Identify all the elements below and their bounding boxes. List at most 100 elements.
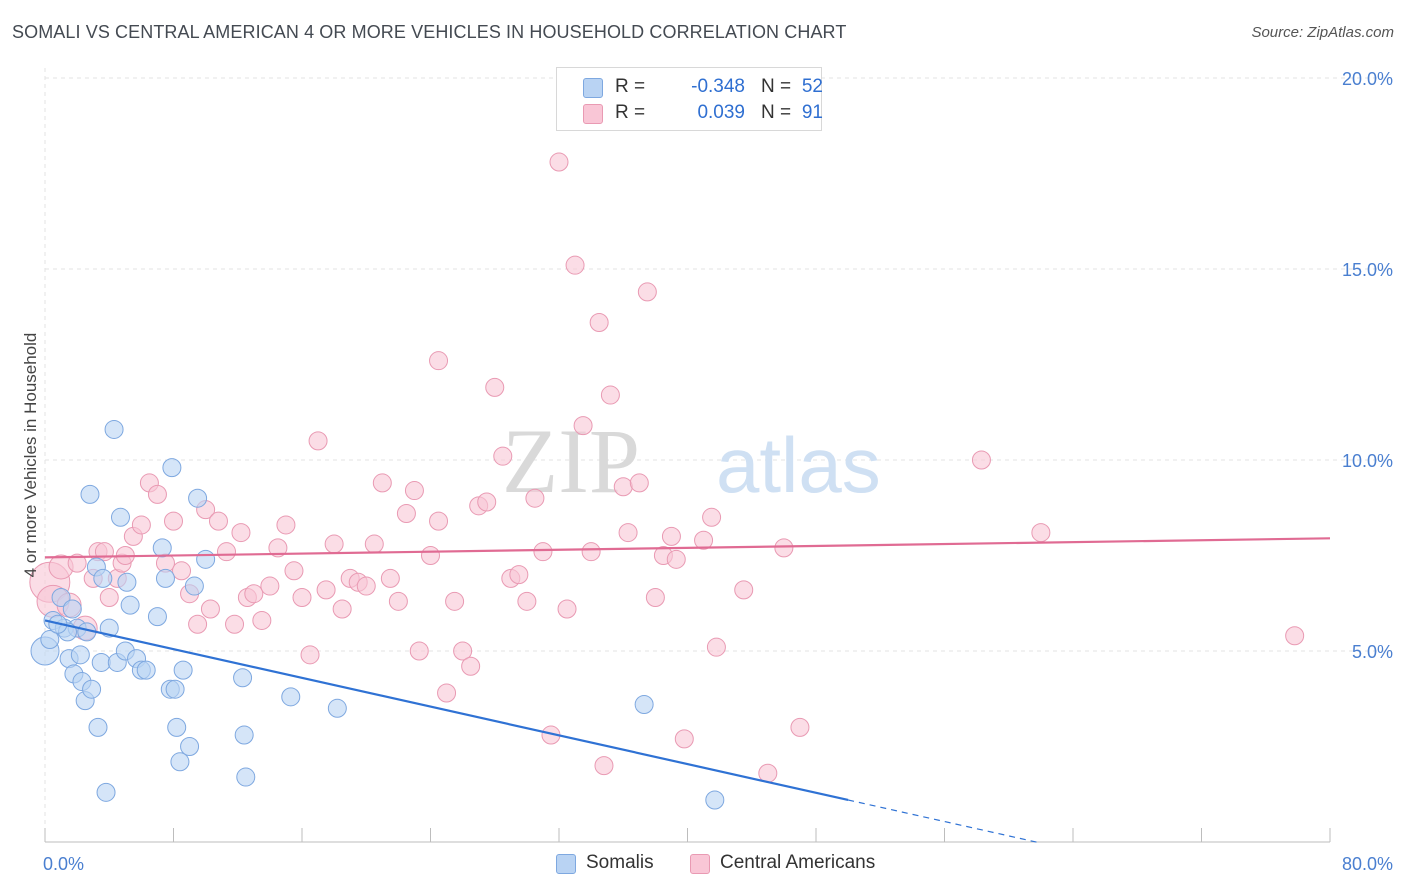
central-americans-point <box>517 591 537 611</box>
central-americans-point <box>573 416 593 436</box>
y-axis-label: 4 or more Vehicles in Household <box>21 333 40 578</box>
central-americans-point <box>618 523 638 543</box>
r-value: -0.348 <box>691 76 745 97</box>
somalis-point <box>188 488 208 508</box>
tick-labels: 5.0% 10.0% 15.0% 20.0% 0.0% 80.0% <box>43 69 1393 874</box>
somalis-point <box>88 717 108 737</box>
somalis-point <box>82 679 102 699</box>
r-label: R = <box>615 76 646 97</box>
central-americans-point <box>734 580 754 600</box>
somalis-point <box>99 618 119 638</box>
central-americans-point <box>421 546 440 565</box>
central-americans-point <box>188 614 208 634</box>
central-americans-point <box>332 599 352 619</box>
somalis-point <box>233 668 253 688</box>
central-americans-point <box>461 656 481 676</box>
n-value: 91 <box>801 102 823 123</box>
central-americans-point <box>594 756 614 776</box>
central-americans-point <box>706 637 726 657</box>
central-americans-point <box>437 683 457 703</box>
central-americans-point <box>1031 523 1051 543</box>
central-americans-point <box>645 588 665 608</box>
central-americans-point <box>284 561 304 581</box>
y-tick-label: 5.0% <box>1352 642 1393 662</box>
x-tick-label: 0.0% <box>43 854 84 874</box>
central-americans-point <box>774 538 794 558</box>
central-americans-point <box>380 568 400 588</box>
somalis-point <box>152 538 172 558</box>
watermark: ZIP atlas <box>502 410 881 512</box>
central-americans-point <box>581 542 601 562</box>
central-americans-point <box>356 576 376 596</box>
somalis-points <box>30 419 725 810</box>
source-label: Source: ZipAtlas.com <box>1251 24 1394 41</box>
central-americans-point <box>388 591 408 611</box>
r-value: 0.039 <box>697 102 745 123</box>
central-americans-point <box>200 599 220 619</box>
central-americans-point <box>493 446 513 466</box>
central-americans-point <box>485 377 505 397</box>
n-label: N = <box>761 76 792 97</box>
somalis-point <box>327 698 347 718</box>
central-americans-swatch <box>690 854 710 874</box>
central-americans-swatch <box>583 104 603 124</box>
central-americans-point <box>429 511 449 531</box>
watermark-atlas: atlas <box>716 421 881 509</box>
somalis-point <box>91 652 111 672</box>
somalis-swatch <box>583 78 603 98</box>
legend-label: Somalis <box>586 852 654 873</box>
somalis-point <box>234 725 254 745</box>
x-tick-label: 80.0% <box>1342 854 1393 874</box>
somalis-point <box>170 752 190 772</box>
somalis-point <box>162 458 182 478</box>
watermark-zip: ZIP <box>502 410 640 512</box>
r-label: R = <box>615 102 646 123</box>
central-americans-point <box>99 588 119 608</box>
central-americans-point <box>549 152 569 172</box>
y-tick-label: 15.0% <box>1342 260 1393 280</box>
central-americans-point <box>244 584 264 604</box>
somalis-point <box>136 660 156 680</box>
central-americans-point <box>702 507 722 527</box>
somalis-point <box>40 630 60 650</box>
series-legend: Somalis Central Americans <box>0 852 1406 878</box>
central-americans-point <box>629 473 649 493</box>
central-americans-point <box>674 729 694 749</box>
somalis-point <box>173 660 193 680</box>
central-americans-point <box>268 538 288 558</box>
central-americans-point <box>300 645 320 665</box>
central-americans-point <box>525 488 545 508</box>
central-americans-point <box>404 481 424 501</box>
central-americans-point <box>666 549 686 569</box>
central-americans-point <box>147 484 167 504</box>
somalis-point <box>236 767 256 787</box>
somalis-point <box>70 645 90 665</box>
axes <box>44 828 1331 843</box>
central-americans-point <box>971 450 991 470</box>
central-americans-point <box>67 553 87 573</box>
central-americans-point <box>637 282 657 302</box>
y-tick-label: 10.0% <box>1342 451 1393 471</box>
central-americans-point <box>409 641 429 661</box>
central-americans-point <box>661 526 681 546</box>
somalis-point <box>62 599 82 619</box>
central-americans-point <box>131 515 151 535</box>
central-americans-point <box>396 503 416 523</box>
central-americans-point <box>613 477 633 497</box>
n-label: N = <box>761 102 792 123</box>
central-americans-trend-line <box>44 537 1331 559</box>
somalis-swatch <box>556 854 576 874</box>
central-americans-point <box>694 530 714 550</box>
somalis-point <box>104 419 124 439</box>
somalis-point <box>634 694 654 714</box>
central-americans-point <box>533 542 553 562</box>
central-americans-point <box>790 717 810 737</box>
somalis-point <box>96 782 116 802</box>
somalis-point <box>705 790 725 810</box>
central-americans-point <box>429 351 449 371</box>
legend-label: Central Americans <box>720 852 876 873</box>
central-americans-point <box>600 385 620 405</box>
chart-title: SOMALI VS CENTRAL AMERICAN 4 OR MORE VEH… <box>12 22 847 42</box>
central-americans-point <box>231 523 251 543</box>
somalis-point <box>155 568 175 588</box>
